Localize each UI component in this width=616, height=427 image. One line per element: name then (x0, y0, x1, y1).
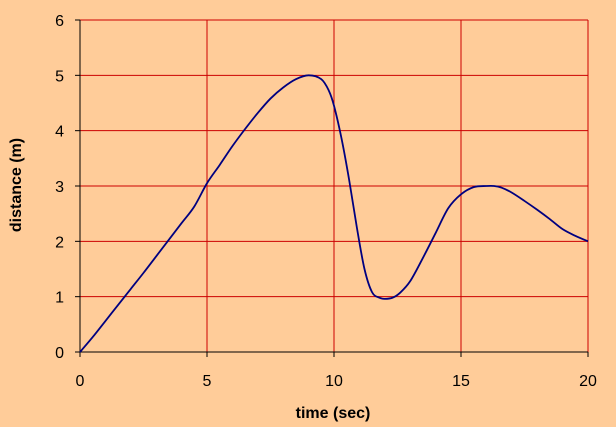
y-tick-label: 0 (55, 345, 64, 362)
y-tick-label: 2 (55, 234, 64, 251)
y-axis-title: distance (m) (8, 138, 25, 232)
y-tick-label: 3 (55, 179, 64, 196)
axes (75, 19, 589, 357)
y-tick-label: 4 (55, 124, 64, 141)
x-axis-title: time (sec) (296, 405, 371, 422)
series-layer (79, 74, 589, 353)
x-tick-label: 20 (579, 373, 597, 390)
y-tick-label: 6 (55, 13, 64, 30)
y-tick-label: 1 (55, 290, 64, 307)
x-tick-label: 0 (76, 373, 85, 390)
grid (80, 19, 589, 352)
series-line (79, 74, 589, 353)
x-tick-label: 10 (325, 373, 343, 390)
x-tick-label: 15 (452, 373, 470, 390)
y-tick-label: 5 (55, 68, 64, 85)
x-tick-label: 5 (203, 373, 212, 390)
tick-labels: 0 5 10 15 20 0 1 2 3 4 5 6 (55, 13, 597, 390)
